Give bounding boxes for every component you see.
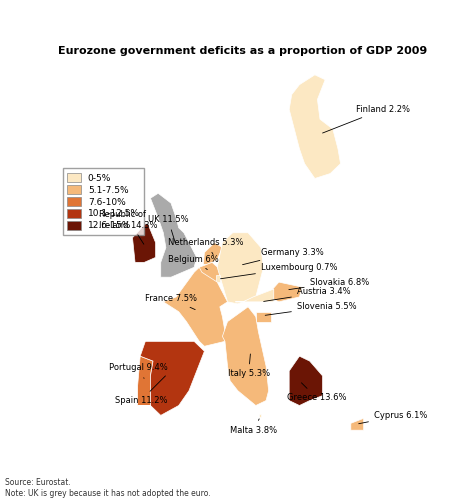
Text: Austria 3.4%: Austria 3.4% [263,288,350,302]
Text: Germany 3.3%: Germany 3.3% [242,248,323,264]
Polygon shape [138,342,204,415]
Text: Spain 11.2%: Spain 11.2% [114,376,167,405]
Text: Italy 5.3%: Italy 5.3% [227,354,269,378]
Polygon shape [288,75,340,178]
Text: Source: Eurostat.
Note: UK is grey because it has not adopted the euro.: Source: Eurostat. Note: UK is grey becau… [5,478,210,498]
Polygon shape [255,312,270,322]
Polygon shape [217,233,263,304]
Polygon shape [138,356,153,406]
Text: Portugal 9.4%: Portugal 9.4% [109,364,168,378]
Polygon shape [350,418,363,430]
Legend: 0-5%, 5.1-7.5%, 7.6-10%, 10.1-12.5%, 12.6-15%: 0-5%, 5.1-7.5%, 7.6-10%, 10.1-12.5%, 12.… [63,168,144,235]
Polygon shape [288,356,322,406]
Polygon shape [199,262,219,282]
Polygon shape [150,194,196,277]
Polygon shape [215,275,219,282]
Text: Slovakia 6.8%: Slovakia 6.8% [288,278,368,289]
Text: Slovenia 5.5%: Slovenia 5.5% [265,302,356,316]
Text: Belgium 6%: Belgium 6% [168,255,219,270]
Polygon shape [203,242,222,264]
Polygon shape [222,307,268,406]
Text: Republic of
Ireland 14.3%: Republic of Ireland 14.3% [99,210,157,244]
Text: Luxembourg 0.7%: Luxembourg 0.7% [220,263,337,279]
Text: Cyprus 6.1%: Cyprus 6.1% [358,411,426,424]
Polygon shape [235,289,273,302]
Polygon shape [259,414,261,418]
Polygon shape [132,224,155,262]
Text: UK 11.5%: UK 11.5% [148,216,188,243]
Text: Malta 3.8%: Malta 3.8% [230,419,276,434]
Text: Finland 2.2%: Finland 2.2% [322,105,409,133]
Text: Greece 13.6%: Greece 13.6% [286,383,345,402]
Text: Netherlands 5.3%: Netherlands 5.3% [168,238,244,254]
Text: France 7.5%: France 7.5% [145,294,197,310]
Text: Eurozone government deficits as a proportion of GDP 2009: Eurozone government deficits as a propor… [58,46,426,56]
Polygon shape [163,268,227,346]
Polygon shape [272,282,301,302]
